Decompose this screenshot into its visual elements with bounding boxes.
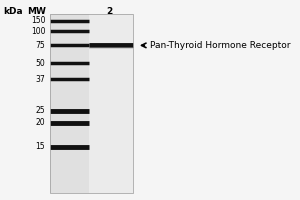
Text: 15: 15 (36, 142, 45, 151)
Text: kDa: kDa (3, 7, 23, 16)
Bar (50, 14, 133, 193)
Text: 150: 150 (31, 16, 45, 25)
Bar (88, 14, 133, 193)
Text: 75: 75 (35, 41, 45, 50)
Text: 25: 25 (36, 106, 45, 115)
Text: 2: 2 (106, 7, 112, 16)
Text: 100: 100 (31, 27, 45, 36)
Bar (50, 14, 88, 193)
Text: 37: 37 (35, 75, 45, 84)
Text: Pan-Thyroid Hormone Receptor: Pan-Thyroid Hormone Receptor (150, 41, 290, 50)
Text: 50: 50 (35, 59, 45, 68)
Text: 20: 20 (36, 118, 45, 127)
Text: MW: MW (27, 7, 46, 16)
